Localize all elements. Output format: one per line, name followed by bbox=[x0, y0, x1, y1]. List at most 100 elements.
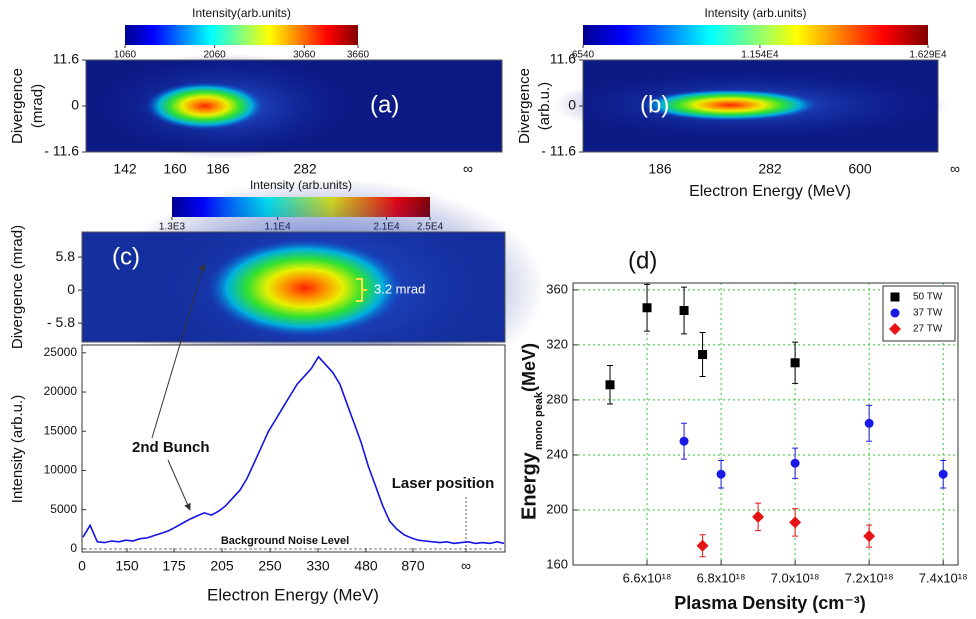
point bbox=[679, 436, 689, 446]
colorbar-tick-label: 1060 bbox=[114, 50, 137, 61]
point bbox=[790, 358, 800, 368]
point bbox=[605, 380, 615, 390]
x-tick-label: 6.8x10¹⁸ bbox=[697, 570, 746, 585]
y-axis-label: Intensity (arb.u.) bbox=[9, 395, 26, 503]
panel-label: (a) bbox=[370, 91, 399, 118]
y-tick-label: 0 bbox=[71, 97, 79, 113]
plot-frame bbox=[572, 282, 959, 566]
x-tick-label: 0 bbox=[78, 558, 86, 574]
point bbox=[642, 303, 652, 313]
colorbar bbox=[583, 25, 928, 45]
colorbar-tick-label: 1.629E4 bbox=[909, 50, 947, 61]
y-tick-label: 280 bbox=[546, 391, 568, 406]
legend: 50 TW 37 TW 27 TW bbox=[882, 285, 956, 342]
panel-label: (d) bbox=[628, 247, 657, 274]
point bbox=[679, 306, 689, 316]
y-axis-label: Divergence bbox=[516, 68, 533, 144]
y-tick-label: 0 bbox=[70, 541, 77, 555]
y-tick-label: 160 bbox=[546, 556, 568, 571]
colorbar-tick-label: 1.154E4 bbox=[741, 50, 779, 61]
annotation: 3.2 mrad bbox=[374, 281, 425, 296]
legend-label: 37 TW bbox=[913, 308, 943, 319]
point bbox=[864, 418, 874, 428]
y-tick-label: 320 bbox=[546, 336, 568, 351]
colorbar-title: Intensity (arb.units) bbox=[704, 6, 806, 20]
annotation: Background Noise Level bbox=[221, 535, 349, 547]
x-tick-label: ∞ bbox=[463, 161, 473, 177]
y-axis-label: (arb.u.) bbox=[536, 82, 553, 130]
y-tick-label: 11.6 bbox=[53, 51, 79, 67]
point bbox=[698, 350, 708, 360]
y-tick-label: 5000 bbox=[50, 502, 77, 516]
y-axis-label-unit: (MeV) bbox=[519, 343, 539, 392]
arrow bbox=[151, 263, 206, 439]
x-tick-label: 330 bbox=[306, 558, 330, 574]
image-beam bbox=[205, 238, 405, 338]
y-tick-label: - 5.8 bbox=[47, 314, 75, 330]
point bbox=[863, 530, 876, 543]
y-axis-label: Divergence bbox=[9, 68, 26, 144]
legend-marker bbox=[889, 323, 901, 335]
plot-area bbox=[81, 344, 506, 553]
legend-marker bbox=[890, 292, 900, 302]
x-axis-label: Electron Energy (MeV) bbox=[207, 585, 379, 604]
annotation: 2nd Bunch bbox=[132, 439, 210, 456]
y-tick-label: 0 bbox=[67, 281, 75, 297]
y-axis-label: (mrad) bbox=[29, 84, 46, 128]
x-axis-label: Electron Energy (MeV) bbox=[689, 183, 851, 200]
y-tick-label: 240 bbox=[546, 446, 568, 461]
colorbar-tick-label: 6540 bbox=[572, 50, 595, 61]
legend-label: 50 TW bbox=[913, 292, 943, 303]
panel-label: (c) bbox=[112, 243, 140, 270]
y-tick-label: - 11.6 bbox=[541, 143, 576, 159]
image-beam bbox=[145, 82, 265, 130]
x-tick-label: 282 bbox=[293, 161, 317, 177]
spectrum-line bbox=[82, 355, 505, 545]
x-tick-label: 7.0x10¹⁸ bbox=[771, 570, 820, 585]
x-tick-label: 250 bbox=[258, 558, 282, 574]
y-tick-label: 10000 bbox=[44, 463, 78, 477]
x-tick-label: 160 bbox=[163, 161, 187, 177]
image-frame bbox=[81, 231, 506, 343]
colorbar-tick-label: 3060 bbox=[293, 50, 316, 61]
x-tick-label: ∞ bbox=[461, 558, 471, 574]
x-tick-label: 6.6x10¹⁸ bbox=[623, 570, 672, 585]
bracket bbox=[356, 278, 367, 302]
x-tick-label: 7.2x10¹⁸ bbox=[845, 570, 894, 585]
x-tick-label: 205 bbox=[210, 558, 234, 574]
point bbox=[752, 510, 765, 523]
x-tick-label: 175 bbox=[162, 558, 186, 574]
y-axis-label: Divergence (mrad) bbox=[9, 225, 26, 349]
x-tick-label: 142 bbox=[113, 161, 137, 177]
x-tick-label: ∞ bbox=[950, 161, 960, 177]
annotation: Laser position bbox=[392, 475, 495, 492]
y-tick-label: 360 bbox=[546, 281, 568, 296]
point bbox=[696, 539, 709, 552]
y-axis-label-main: Energy bbox=[518, 451, 540, 520]
y-axis-label-sub: mono peak bbox=[533, 391, 545, 450]
x-tick-label: 186 bbox=[648, 161, 672, 177]
legend-label: 27 TW bbox=[913, 324, 943, 335]
point bbox=[789, 516, 802, 529]
x-tick-label: 186 bbox=[206, 161, 230, 177]
point bbox=[716, 469, 726, 479]
image-beam bbox=[640, 89, 820, 121]
arrow bbox=[167, 459, 191, 511]
y-tick-label: 15000 bbox=[44, 423, 78, 437]
point bbox=[790, 458, 800, 468]
x-tick-label: 600 bbox=[848, 161, 872, 177]
y-tick-label: - 11.6 bbox=[44, 143, 79, 159]
panel-label: (b) bbox=[640, 91, 669, 118]
colorbar-tick-label: 3660 bbox=[347, 50, 370, 61]
point bbox=[938, 469, 948, 479]
y-tick-label: 5.8 bbox=[56, 248, 76, 264]
x-tick-label: 150 bbox=[115, 558, 139, 574]
y-tick-label: 20000 bbox=[44, 384, 78, 398]
x-axis-label: Plasma Density (cm⁻³) bbox=[674, 593, 866, 613]
y-tick-label: 200 bbox=[546, 501, 568, 516]
x-tick-label: 282 bbox=[758, 161, 782, 177]
y-tick-label: 11.6 bbox=[550, 51, 576, 67]
